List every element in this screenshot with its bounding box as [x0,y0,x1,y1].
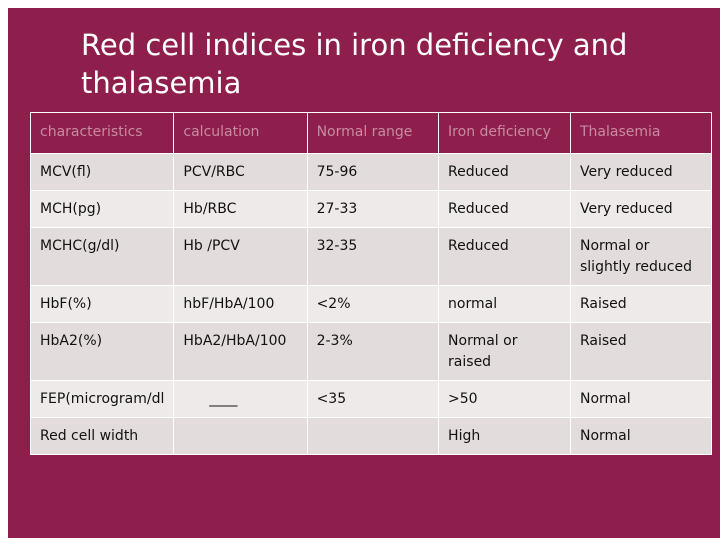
cell-thalasemia: Raised [570,285,712,323]
cell-thalasemia: Very reduced [570,190,712,228]
cell-iron-deficiency: >50 [438,380,571,418]
slide: Red cell indices in iron deficiency and … [8,8,720,538]
column-header-normal-range: Normal range [306,112,440,154]
cell-characteristic: FEP(microgram/dl [29,380,175,418]
cell-iron-deficiency: Reduced [438,153,571,191]
cell-characteristic: MCH(pg) [29,190,175,228]
header-row: characteristics calculation Normal range… [29,112,712,154]
column-header-iron-deficiency: Iron deficiency [438,112,571,154]
column-header-calculation: calculation [173,112,308,154]
cell-iron-deficiency: High [438,417,571,455]
table-row: Red cell width High Normal [29,417,712,455]
cell-iron-deficiency: Reduced [438,190,571,228]
table-row: HbF(%) hbF/HbA/100 <2% normal Raised [29,285,712,323]
cell-thalasemia: Normal or slightly reduced [570,227,712,286]
cell-thalasemia: Very reduced [570,153,712,191]
cell-iron-deficiency: normal [438,285,571,323]
cell-characteristic: HbF(%) [29,285,175,323]
cell-characteristic: Red cell width [29,417,175,455]
cell-characteristic: HbA2(%) [29,322,175,381]
cell-calculation: Hb/RBC [173,190,308,228]
table-row: FEP(microgram/dl ____ <35 >50 Normal [29,380,712,418]
cell-calculation: hbF/HbA/100 [173,285,308,323]
cell-normal-range: <2% [306,285,440,323]
cell-thalasemia: Normal [570,380,712,418]
red-cell-indices-table: characteristics calculation Normal range… [29,112,712,455]
cell-normal-range: <35 [306,380,440,418]
table-row: HbA2(%) HbA2/HbA/100 2-3% Normal or rais… [29,322,712,381]
cell-calculation: HbA2/HbA/100 [173,322,308,381]
slide-title: Red cell indices in iron deficiency and … [81,28,628,100]
cell-calculation [173,417,308,455]
cell-calculation: ____ [173,380,308,418]
cell-normal-range: 75-96 [306,153,440,191]
table-row: MCHC(g/dl) Hb /PCV 32-35 Reduced Normal … [29,227,712,286]
cell-normal-range [306,417,440,455]
cell-characteristic: MCV(fl) [29,153,175,191]
cell-calculation-blank: ____ [209,391,238,407]
cell-calculation: PCV/RBC [173,153,308,191]
column-header-characteristics: characteristics [29,112,175,154]
table-row: MCV(fl) PCV/RBC 75-96 Reduced Very reduc… [29,153,712,191]
column-header-thalasemia: Thalasemia [570,112,712,154]
cell-normal-range: 2-3% [306,322,440,381]
cell-thalasemia: Raised [570,322,712,381]
cell-characteristic: MCHC(g/dl) [29,227,175,286]
cell-normal-range: 32-35 [306,227,440,286]
cell-thalasemia: Normal [570,417,712,455]
cell-iron-deficiency: Normal or raised [438,322,571,381]
cell-calculation: Hb /PCV [173,227,308,286]
cell-iron-deficiency: Reduced [438,227,571,286]
cell-normal-range: 27-33 [306,190,440,228]
table-row: MCH(pg) Hb/RBC 27-33 Reduced Very reduce… [29,190,712,228]
